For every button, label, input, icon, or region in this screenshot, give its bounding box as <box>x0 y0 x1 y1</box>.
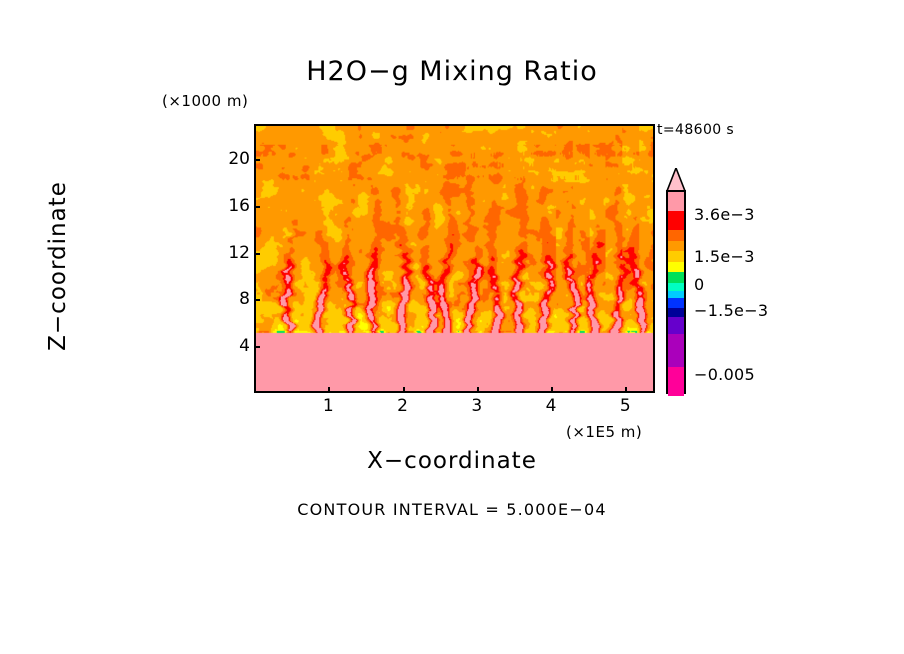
y-axis-tick-label: 20 <box>228 149 250 170</box>
colorbar-segment <box>668 307 684 318</box>
colorbar-tick-label: −1.5e−3 <box>694 301 769 320</box>
x-axis-tick-label: 3 <box>471 396 483 416</box>
colorbar-scale <box>666 190 686 396</box>
x-axis-tick-mark <box>328 387 331 393</box>
colorbar-segment <box>668 240 684 252</box>
colorbar-segment <box>668 298 684 308</box>
x-axis-tick-label: 2 <box>397 396 408 416</box>
colorbar-segment <box>668 282 684 291</box>
colorbar-segment <box>668 192 684 212</box>
colorbar-tick-label: −0.005 <box>694 365 756 384</box>
y-axis-tick-label: 4 <box>239 336 250 357</box>
x-axis-tick-mark <box>551 387 554 393</box>
y-axis-unit-label: (×1000 m) <box>162 92 249 110</box>
colorbar-segment <box>668 272 684 283</box>
y-axis-tick-label: 12 <box>228 242 250 263</box>
y-axis-tick-mark <box>254 159 260 162</box>
contour-plot-area[interactable] <box>254 124 655 393</box>
plot-title: H2O−g Mixing Ratio <box>306 56 598 87</box>
timestamp-label: t=48600 s <box>657 122 735 138</box>
y-axis-tick-marks <box>254 124 264 393</box>
x-axis-tick-marks <box>254 387 655 397</box>
contour-field-canvas <box>256 126 653 391</box>
x-axis-unit-label: (×1E5 m) <box>566 423 643 441</box>
x-axis-tick-label: 4 <box>545 396 557 416</box>
y-axis-tick-mark <box>254 346 260 349</box>
x-axis-ticks: 1 2 3 4 5 <box>254 0 655 430</box>
colorbar-segment <box>668 261 684 273</box>
y-axis-tick-mark <box>254 252 260 255</box>
colorbar[interactable]: 3.6e−3 1.5e−3 0 −1.5e−3 −0.005 <box>660 165 810 396</box>
colorbar-segment <box>668 367 684 396</box>
colorbar-tick-label: 3.6e−3 <box>694 205 755 224</box>
y-axis-tick-label: 8 <box>239 289 250 310</box>
x-axis-tick-label: 5 <box>619 396 631 416</box>
y-axis-tick-mark <box>254 299 260 302</box>
colorbar-tick-label: 0 <box>694 275 705 294</box>
x-axis-title: X−coordinate <box>367 448 537 474</box>
y-axis-tick-label: 16 <box>228 195 250 216</box>
colorbar-segment <box>668 290 684 299</box>
colorbar-segment <box>668 211 684 231</box>
y-axis-ticks: 20 16 12 8 4 <box>200 124 250 393</box>
x-axis-tick-label: 1 <box>322 396 334 416</box>
x-axis-tick-mark <box>625 387 628 393</box>
y-axis-title: Z−coordinate <box>45 181 71 351</box>
colorbar-segment <box>668 251 684 262</box>
colorbar-segment <box>668 230 684 241</box>
contour-interval-caption: CONTOUR INTERVAL = 5.000E−04 <box>297 500 607 519</box>
colorbar-segment <box>668 333 684 368</box>
x-axis-tick-mark <box>476 387 479 393</box>
y-axis-tick-mark <box>254 205 260 208</box>
colorbar-tick-label: 1.5e−3 <box>694 247 755 266</box>
colorbar-segment <box>668 317 684 334</box>
colorbar-arrow-tip <box>665 165 687 192</box>
x-axis-tick-mark <box>402 387 405 393</box>
